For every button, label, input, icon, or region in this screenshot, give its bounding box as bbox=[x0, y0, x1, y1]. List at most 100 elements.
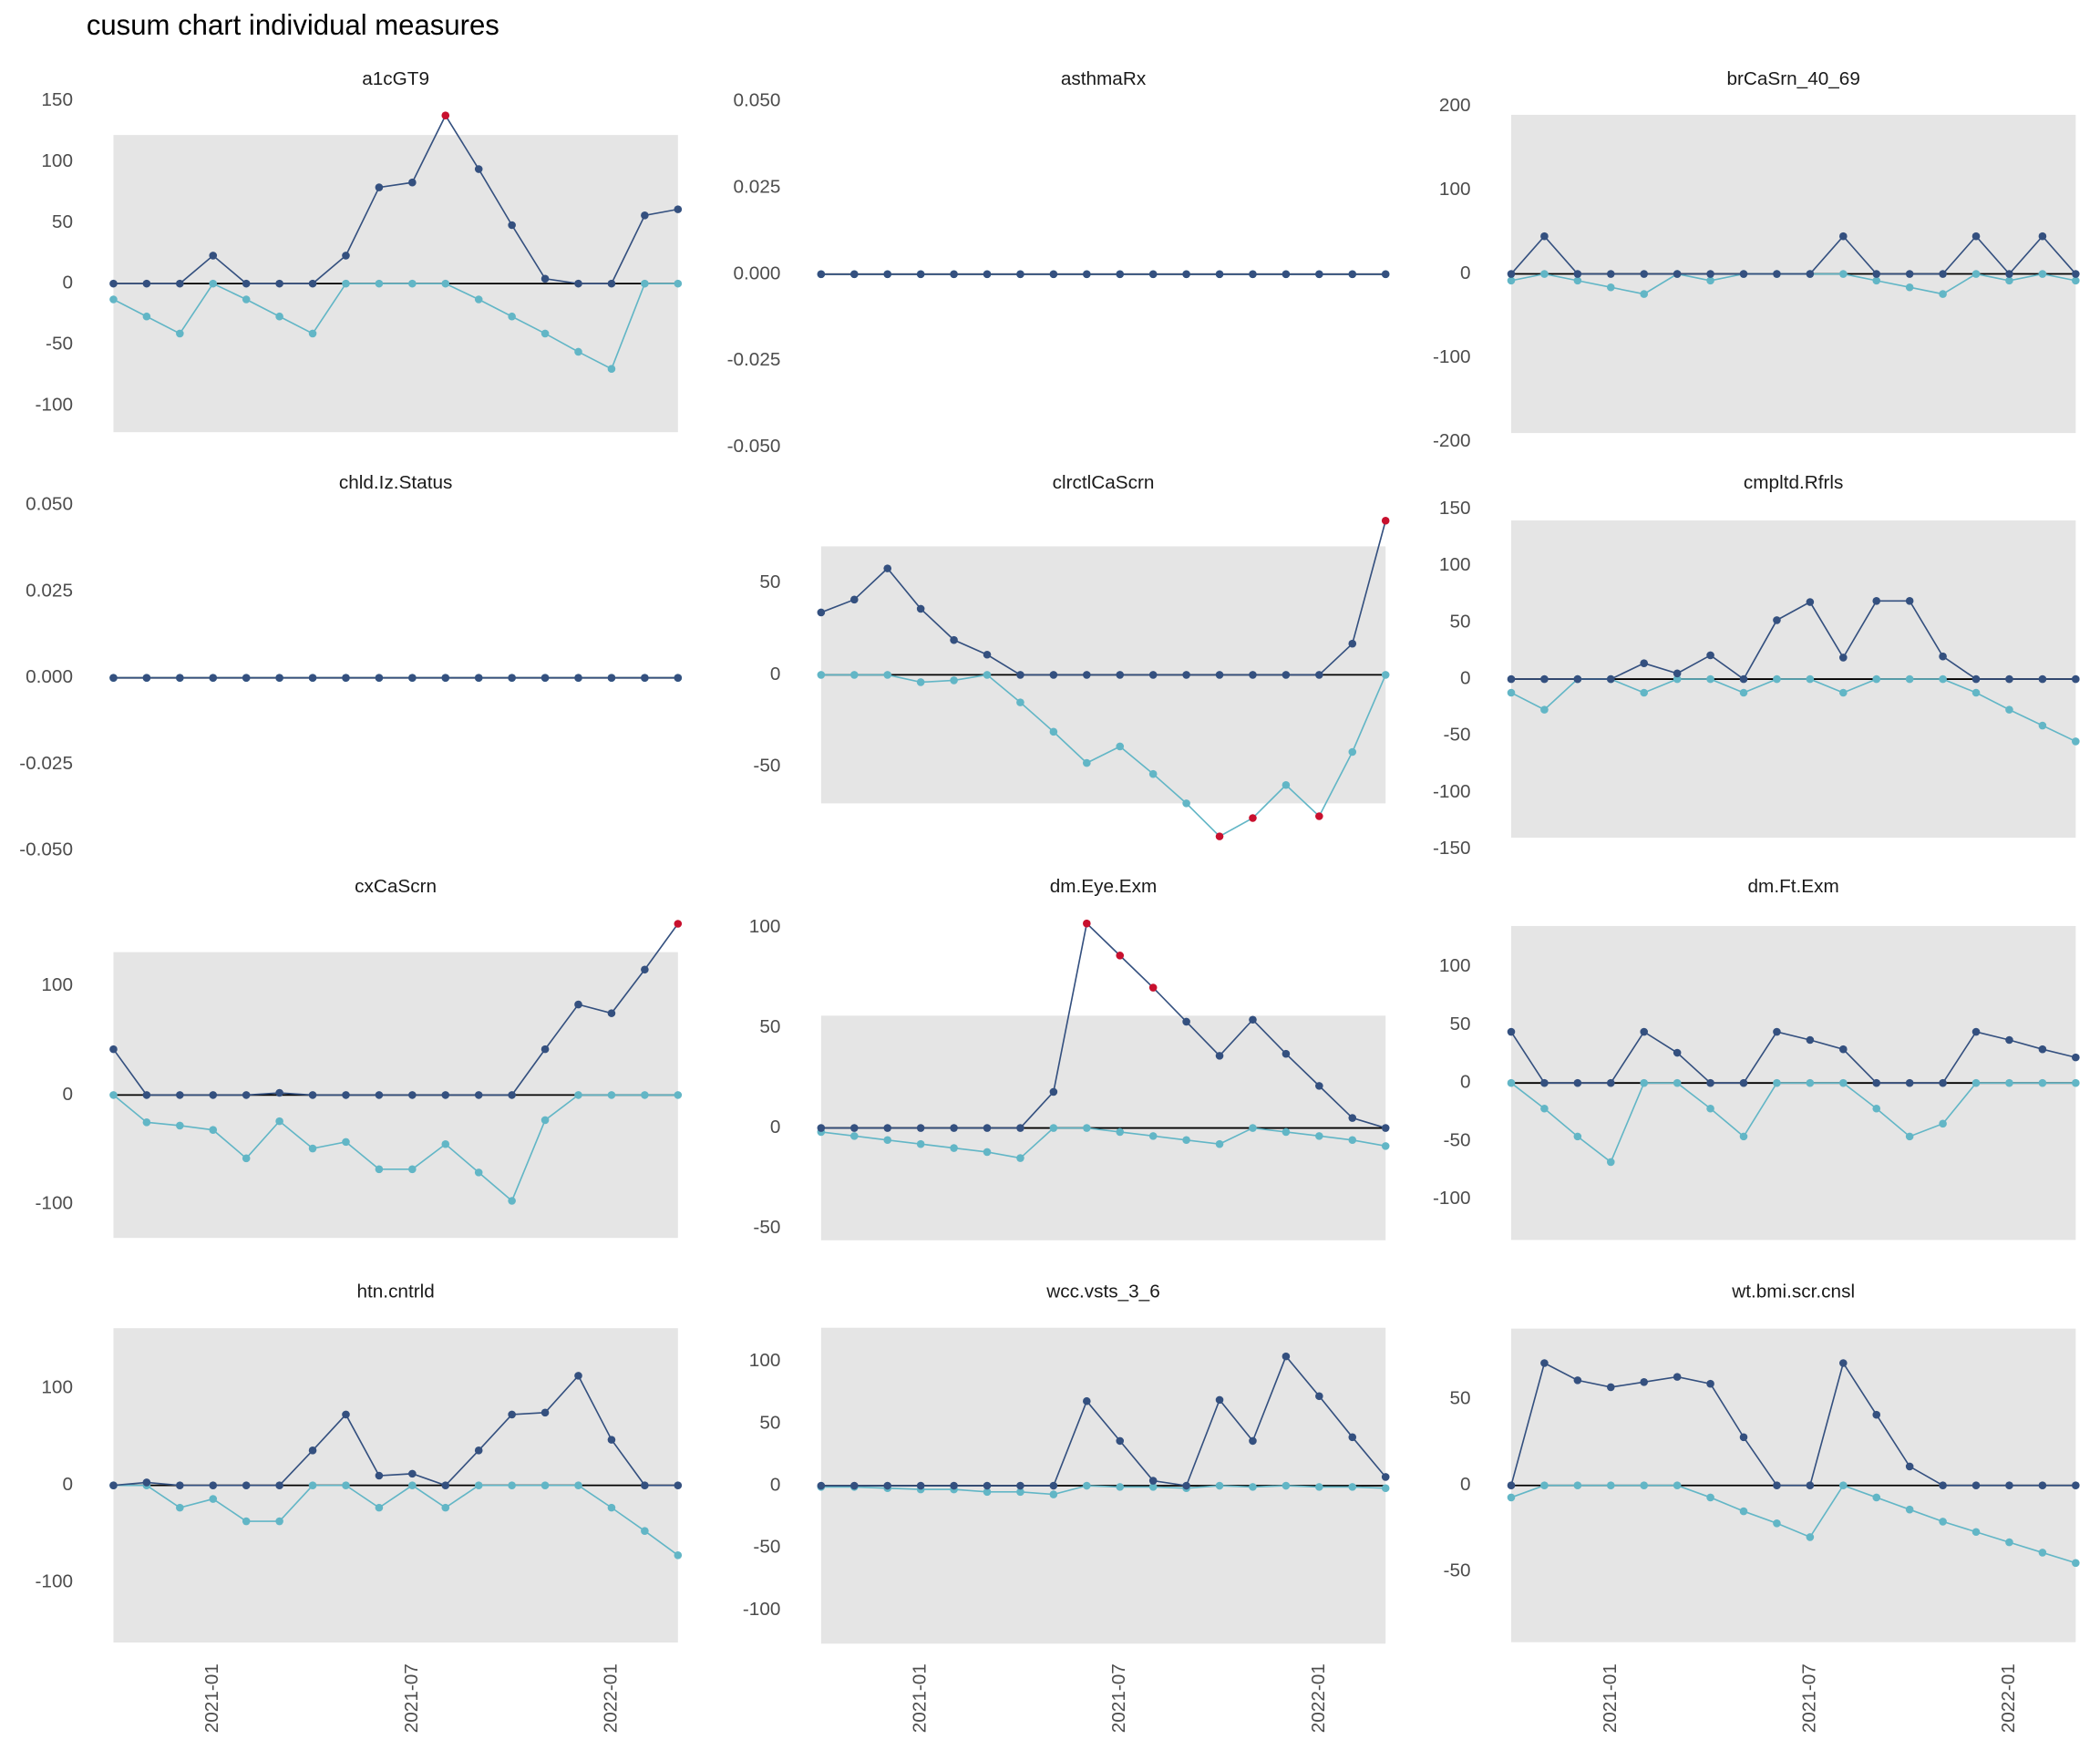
data-point bbox=[1083, 1481, 1091, 1490]
data-point bbox=[342, 279, 350, 288]
data-point bbox=[1673, 669, 1682, 678]
data-point bbox=[375, 674, 384, 682]
data-point bbox=[1806, 1481, 1815, 1490]
data-point bbox=[1640, 1078, 1649, 1087]
data-point bbox=[375, 1165, 384, 1174]
data-point bbox=[1215, 671, 1224, 679]
data-point bbox=[1315, 1082, 1323, 1090]
data-point bbox=[1282, 1127, 1291, 1137]
data-point bbox=[1540, 1078, 1549, 1087]
data-point bbox=[1282, 1049, 1291, 1058]
panel: brCaSrn_40_69 -200 -100 0 100 200 bbox=[1433, 68, 2080, 451]
data-point bbox=[1249, 270, 1257, 279]
data-point bbox=[641, 211, 649, 220]
data-point bbox=[1148, 1132, 1158, 1140]
y-tick-label: 100 bbox=[1439, 179, 1471, 200]
data-point bbox=[1806, 674, 1815, 684]
data-point bbox=[674, 1481, 683, 1489]
data-point bbox=[1507, 1078, 1516, 1087]
panel-title: cxCaScrn bbox=[355, 876, 437, 897]
series-line bbox=[113, 114, 678, 284]
series-line bbox=[820, 1354, 1386, 1487]
data-point bbox=[508, 1481, 516, 1489]
y-tick-label: 0 bbox=[770, 1117, 781, 1138]
data-point bbox=[1315, 1483, 1323, 1491]
data-point bbox=[1016, 1124, 1024, 1132]
data-point bbox=[342, 252, 350, 260]
data-point bbox=[441, 1503, 450, 1512]
y-tick-label: -50 bbox=[753, 1217, 780, 1238]
data-point bbox=[1640, 1027, 1649, 1036]
data-point bbox=[641, 965, 649, 974]
y-tick-label: 100 bbox=[1439, 554, 1471, 575]
data-point bbox=[508, 312, 516, 321]
data-point bbox=[1939, 1518, 1947, 1526]
data-point bbox=[1640, 659, 1649, 667]
y-tick-label: 100 bbox=[41, 974, 73, 995]
y-tick-label: 0.050 bbox=[734, 90, 781, 111]
data-point bbox=[1016, 1481, 1024, 1490]
data-point bbox=[2038, 1481, 2047, 1490]
data-point bbox=[1116, 671, 1125, 679]
data-point bbox=[674, 279, 683, 288]
data-point bbox=[1249, 1124, 1257, 1132]
data-point bbox=[1739, 270, 1748, 278]
data-point bbox=[1905, 674, 1914, 684]
data-point bbox=[817, 1481, 826, 1490]
data-point bbox=[1939, 1078, 1947, 1087]
data-point bbox=[342, 1091, 350, 1099]
series-line bbox=[1510, 1082, 2076, 1164]
data-point bbox=[641, 674, 649, 682]
panel-title: chld.Iz.Status bbox=[339, 472, 452, 493]
y-tick-label: 0.050 bbox=[26, 494, 73, 515]
data-point bbox=[883, 1481, 892, 1490]
data-point bbox=[508, 1410, 516, 1419]
series-line bbox=[112, 1094, 678, 1202]
data-point bbox=[1773, 1519, 1781, 1528]
data-point bbox=[1573, 270, 1582, 278]
y-tick-label: -50 bbox=[1444, 1129, 1471, 1150]
data-point bbox=[1049, 1481, 1058, 1490]
data-point bbox=[109, 295, 118, 304]
data-point bbox=[1839, 1078, 1848, 1087]
panel: htn.cntrld -100 0 100 2021-01 2021-07 2022-01 bbox=[36, 1281, 683, 1733]
y-tick-label: 100 bbox=[749, 916, 781, 937]
panel-title: wcc.vsts_3_6 bbox=[1045, 1281, 1159, 1302]
data-point bbox=[2038, 232, 2047, 241]
data-point bbox=[1540, 705, 1549, 714]
data-point bbox=[2072, 674, 2080, 684]
data-point bbox=[1348, 639, 1357, 648]
data-point bbox=[1083, 919, 1091, 928]
data-point bbox=[1049, 1124, 1058, 1132]
data-point bbox=[1249, 814, 1257, 822]
data-point bbox=[1083, 270, 1091, 279]
data-point bbox=[142, 674, 151, 682]
series-line bbox=[820, 674, 1386, 838]
data-point bbox=[242, 1517, 251, 1526]
data-point bbox=[2005, 674, 2013, 684]
data-point bbox=[916, 1481, 925, 1490]
data-point bbox=[674, 1550, 683, 1560]
data-point bbox=[1182, 799, 1190, 808]
data-point bbox=[1939, 270, 1947, 278]
x-tick-label: 2022-01 bbox=[600, 1663, 621, 1733]
data-point bbox=[1215, 1481, 1224, 1490]
data-point bbox=[1839, 1481, 1848, 1490]
data-point bbox=[1872, 1078, 1881, 1087]
y-tick-label: -50 bbox=[1444, 725, 1471, 746]
data-point bbox=[242, 1154, 251, 1163]
data-point bbox=[983, 1488, 992, 1497]
data-point bbox=[474, 165, 483, 173]
data-point bbox=[176, 1121, 184, 1130]
data-point bbox=[209, 252, 218, 260]
data-point bbox=[817, 671, 826, 679]
data-point bbox=[1116, 952, 1125, 960]
data-point bbox=[1673, 1481, 1682, 1490]
data-point bbox=[375, 1503, 384, 1512]
data-point bbox=[1971, 674, 1981, 684]
data-point bbox=[408, 1481, 417, 1489]
data-point bbox=[540, 329, 550, 338]
y-tick-label: 200 bbox=[1439, 95, 1471, 116]
data-point bbox=[1540, 232, 1549, 241]
data-point bbox=[508, 674, 516, 682]
